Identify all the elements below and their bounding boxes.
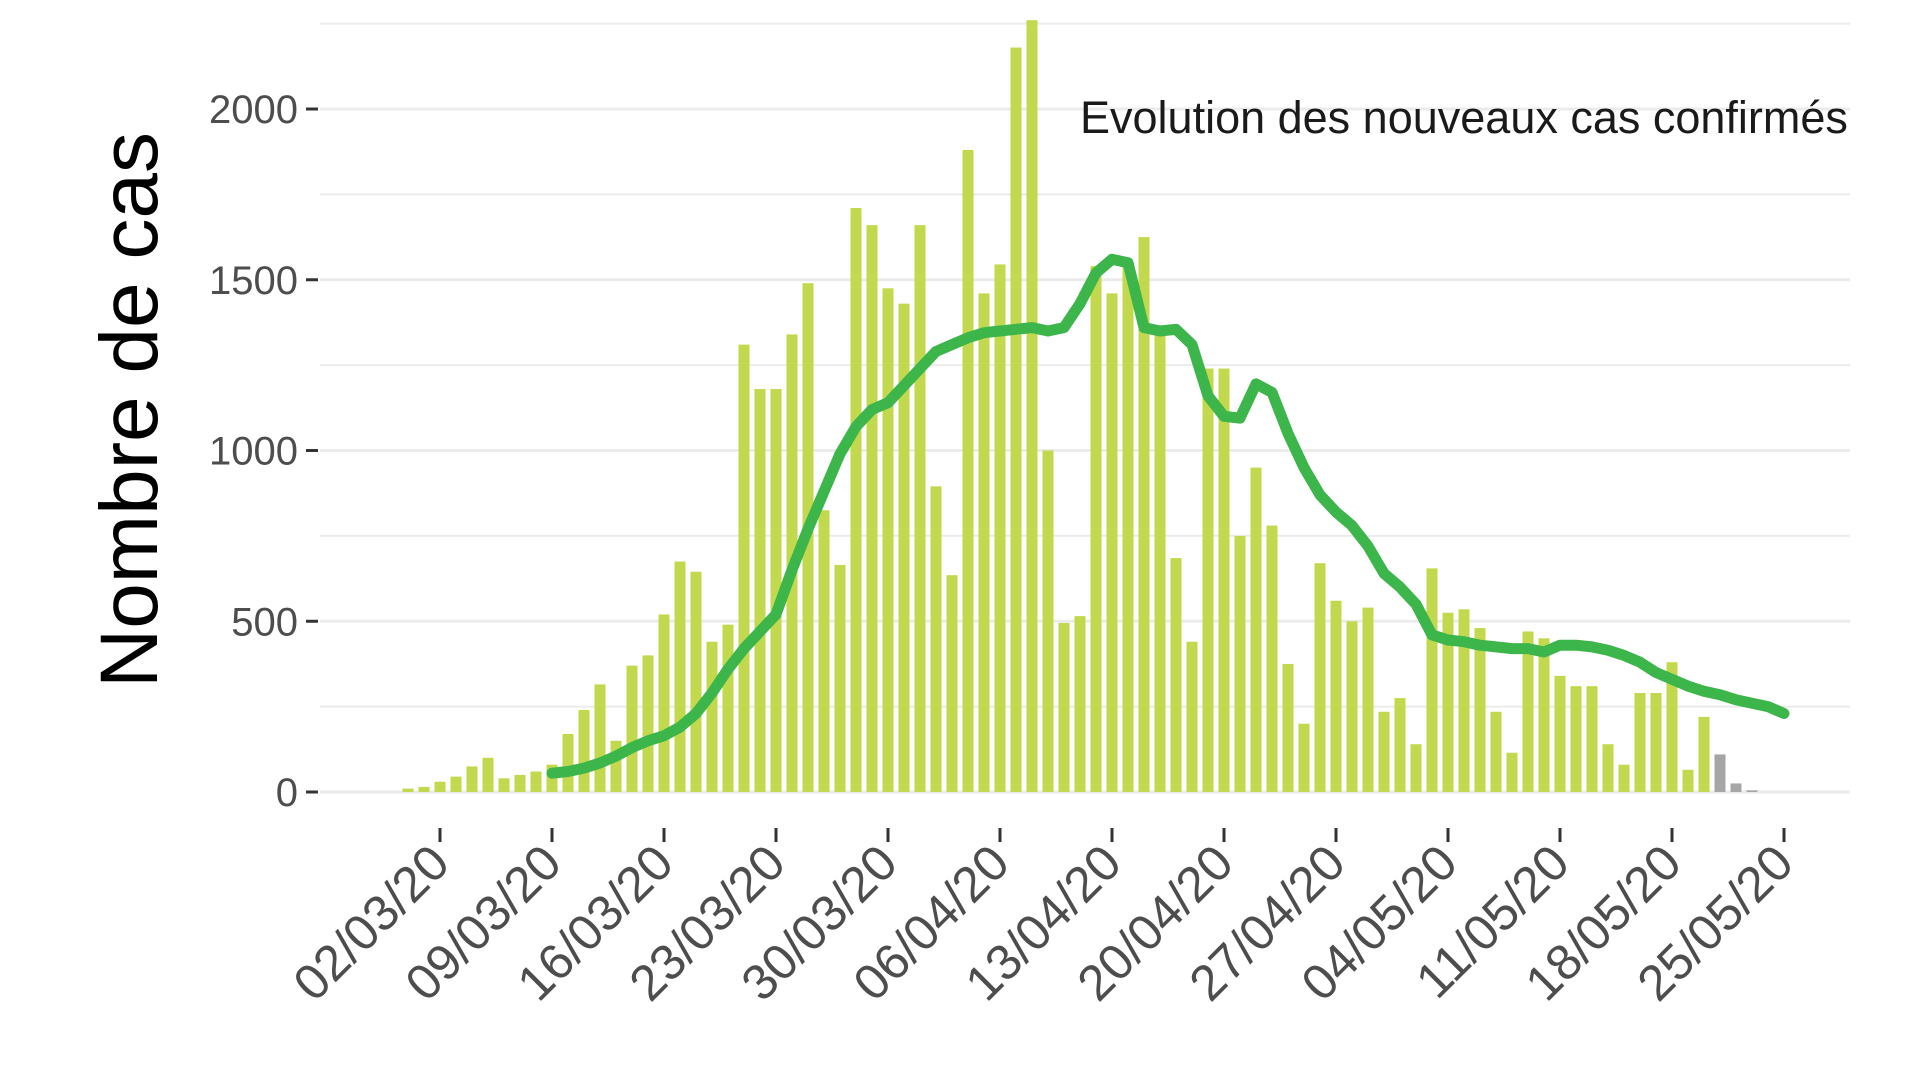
- bar: [674, 561, 686, 792]
- bar: [1010, 47, 1022, 792]
- bar: [738, 344, 750, 792]
- bar: [1410, 744, 1422, 792]
- y-tick-label: 500: [231, 600, 298, 644]
- bar: [1554, 675, 1566, 792]
- bar: [898, 303, 910, 792]
- bar: [1506, 752, 1518, 792]
- bar: [946, 575, 958, 792]
- bar: [578, 710, 590, 792]
- bar: [866, 225, 878, 793]
- bar: [690, 571, 702, 792]
- bar: [450, 776, 462, 792]
- bar: [402, 788, 414, 792]
- bar: [1314, 563, 1326, 792]
- bar: [850, 208, 862, 792]
- bar: [1250, 467, 1262, 792]
- bar: [1330, 600, 1342, 792]
- bar: [962, 149, 974, 793]
- x-axis: 02/03/2009/03/2016/03/2023/03/2030/03/20…: [283, 828, 1804, 1011]
- bar: [498, 778, 510, 792]
- bar: [1346, 621, 1358, 792]
- bar: [514, 774, 526, 792]
- grid-lines: [320, 22, 1850, 794]
- bar: [706, 641, 718, 792]
- bar: [1234, 535, 1246, 792]
- bar: [978, 293, 990, 792]
- bar: [1426, 568, 1438, 792]
- y-tick-label: 0: [276, 771, 298, 815]
- bar: [1442, 612, 1454, 792]
- bar: [722, 624, 734, 792]
- bar: [530, 771, 542, 792]
- bar: [1698, 716, 1710, 792]
- bar: [1650, 692, 1662, 792]
- bar: [642, 655, 654, 792]
- y-tick-label: 1500: [209, 259, 298, 303]
- bar: [466, 766, 478, 792]
- bar: [1362, 607, 1374, 792]
- bar: [1570, 686, 1582, 792]
- bar: [610, 740, 622, 792]
- bar: [1634, 692, 1646, 792]
- bar: [594, 684, 606, 792]
- bar: [1458, 609, 1470, 792]
- bar: [1730, 783, 1742, 792]
- trend-line-layer: [546, 253, 1790, 779]
- bar: [1490, 711, 1502, 792]
- bar: [1058, 622, 1070, 792]
- bar: [1154, 334, 1166, 792]
- bar: [1170, 558, 1182, 792]
- bar: [1586, 686, 1598, 792]
- bar: [658, 614, 670, 792]
- bar: [1474, 628, 1486, 792]
- y-tick-label: 2000: [209, 88, 298, 132]
- bar: [1042, 450, 1054, 792]
- bar: [1090, 266, 1102, 793]
- bar: [434, 781, 446, 792]
- bar: [1714, 754, 1726, 792]
- bar: [1186, 641, 1198, 792]
- bar: [1602, 744, 1614, 792]
- bar: [930, 486, 942, 792]
- bar: [626, 665, 638, 792]
- bar: [1618, 764, 1630, 792]
- bar: [1026, 20, 1038, 792]
- bar: [1106, 293, 1118, 792]
- bar: [1394, 698, 1406, 792]
- y-axis: 0 500 1000 1500 2000: [209, 88, 318, 815]
- y-tick-label: 1000: [209, 430, 298, 474]
- y-axis-label: Nombre de cas: [84, 132, 175, 688]
- bar: [1298, 723, 1310, 792]
- bar: [1666, 662, 1678, 792]
- bar: [1282, 663, 1294, 792]
- bar: [1074, 616, 1086, 792]
- bar: [1122, 260, 1134, 792]
- bar: [1522, 631, 1534, 792]
- bar: [1746, 790, 1758, 792]
- bar: [818, 510, 830, 792]
- bar: [1138, 237, 1150, 792]
- bar: [914, 225, 926, 793]
- bar: [562, 733, 574, 792]
- bar: [1266, 525, 1278, 792]
- bar: [770, 389, 782, 792]
- bar: [418, 786, 430, 792]
- bar: [834, 564, 846, 792]
- trend-line: [546, 253, 1790, 779]
- bar: [1202, 368, 1214, 792]
- bar: [1218, 368, 1230, 792]
- bar: [1682, 769, 1694, 792]
- bar: [1378, 711, 1390, 792]
- bar: [882, 288, 894, 792]
- bar: [1538, 638, 1550, 792]
- bar: [754, 389, 766, 792]
- chart-annotation: Evolution des nouveaux cas confirmés: [1080, 92, 1848, 143]
- bar: [482, 757, 494, 792]
- bar: [994, 264, 1006, 792]
